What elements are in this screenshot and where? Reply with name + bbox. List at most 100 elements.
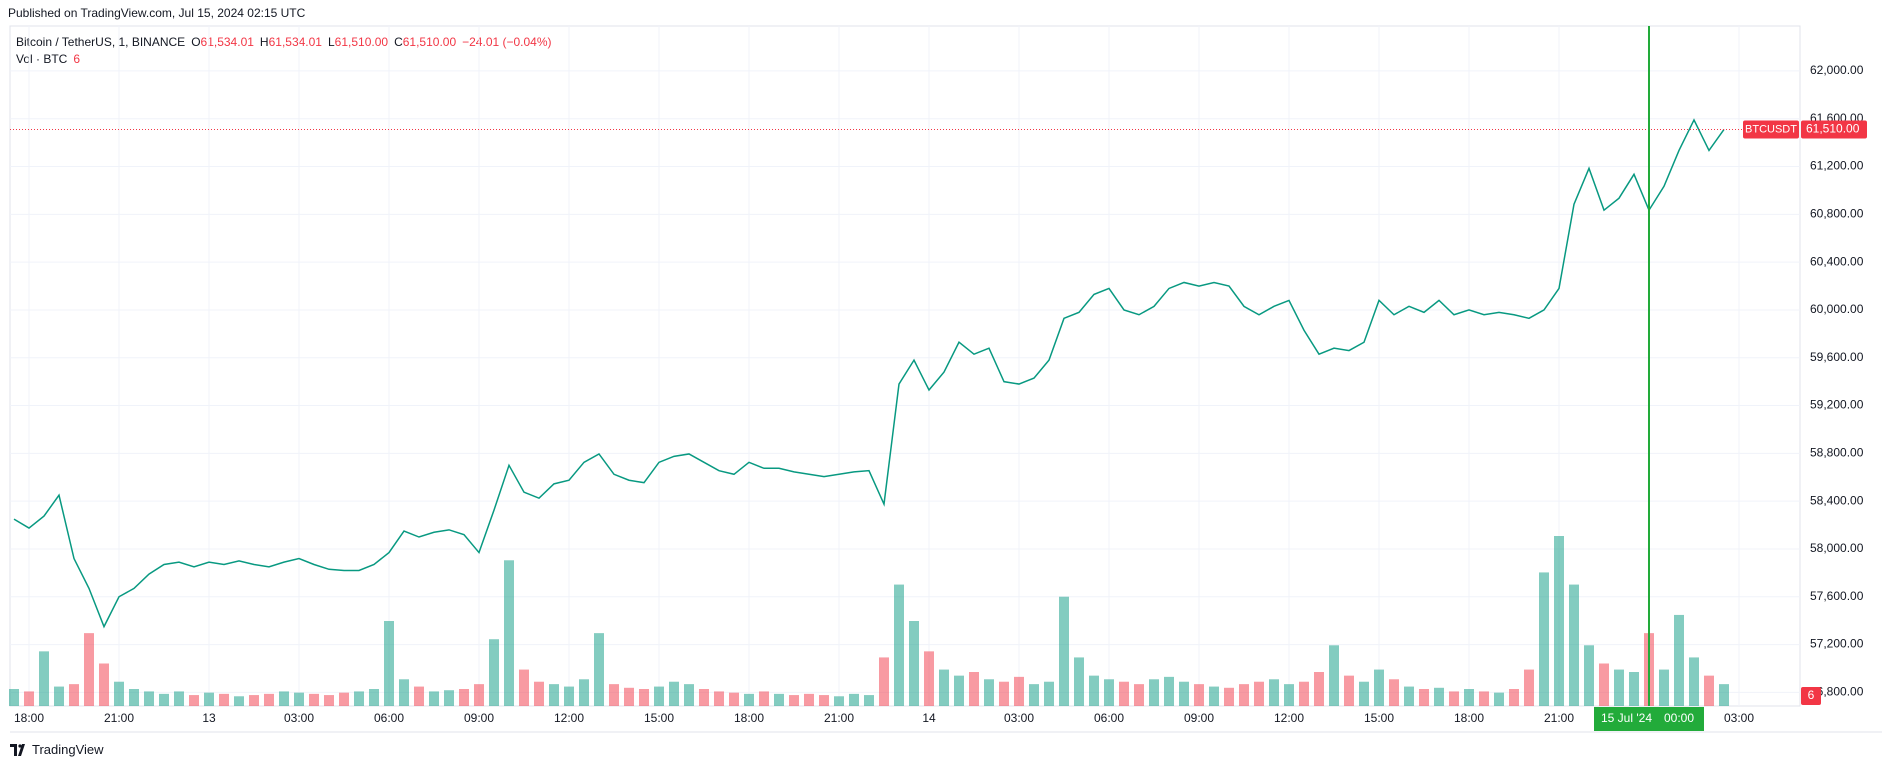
volume-bar (219, 693, 229, 706)
volume-bar (399, 679, 409, 706)
volume-bar (999, 681, 1009, 706)
y-tick-label: 61,200.00 (1810, 159, 1864, 173)
volume-bar (1059, 596, 1069, 706)
volume-bar (1449, 691, 1459, 706)
volume-bar (729, 692, 739, 706)
x-tick-label: 12:00 (1274, 711, 1304, 725)
symbol-badge-text: BTCUSDT (1745, 123, 1797, 135)
volume-bar (1614, 669, 1624, 706)
volume-bar (654, 686, 664, 706)
x-tick-label: 21:00 (104, 711, 134, 725)
y-tick-label: 58,000.00 (1810, 541, 1864, 555)
volume-bar (414, 686, 424, 706)
volume-bar (969, 672, 979, 706)
volume-bar (1524, 669, 1534, 706)
volume-bar (534, 681, 544, 706)
volume-bar (1719, 684, 1729, 706)
volume-bar (264, 693, 274, 706)
volume-bar (1194, 684, 1204, 706)
x-tick-label: 13 (202, 711, 216, 725)
volume-bar (204, 692, 214, 706)
volume-bar (444, 690, 454, 706)
y-tick-label: 60,800.00 (1810, 207, 1864, 221)
volume-bar (294, 692, 304, 706)
volume-bar (1584, 645, 1594, 706)
volume-bar (1494, 692, 1504, 706)
volume-bar (1209, 686, 1219, 706)
volume-bar (1119, 681, 1129, 706)
symbol-badge (1743, 120, 1799, 139)
volume-bar (279, 691, 289, 706)
close: 61,510.00 (402, 35, 457, 49)
volume-bar (594, 633, 604, 706)
volume-bar (1434, 687, 1444, 706)
volume-bar (1284, 684, 1294, 706)
volume-bar (324, 695, 334, 706)
volume-bar (354, 691, 364, 706)
x-tick-label: 06:00 (374, 711, 404, 725)
price-badge (1801, 120, 1867, 139)
volume-bar (9, 689, 19, 706)
volume-bar (1014, 676, 1024, 706)
volume-bar (939, 669, 949, 706)
volume-bar (1704, 675, 1714, 706)
volume-bar (774, 693, 784, 706)
low-label: L (327, 35, 335, 49)
volume-bar (84, 633, 94, 706)
volume-bar (1539, 572, 1549, 706)
volume-bar (549, 684, 559, 706)
volume-bar (819, 695, 829, 706)
volume-bar (789, 695, 799, 706)
volume-bar (909, 621, 919, 706)
x-tick-label: 09:00 (464, 711, 494, 725)
volume-bar (624, 687, 634, 706)
volume-bar (849, 693, 859, 706)
x-tick-label: 18:00 (1454, 711, 1484, 725)
volume-bar (1269, 679, 1279, 706)
y-tick-label: 57,200.00 (1810, 637, 1864, 651)
volume-bar (159, 693, 169, 706)
volume-bar (144, 691, 154, 706)
x-tick-label: 21:00 (824, 711, 854, 725)
plot-frame (9, 25, 1801, 707)
volume-bar (1554, 536, 1564, 706)
x-tick-label: 09:00 (1184, 711, 1214, 725)
volume-bar (54, 686, 64, 706)
volume-bar (1224, 687, 1234, 706)
volume-bar (459, 689, 469, 706)
volume-bar (1404, 686, 1414, 706)
y-tick-label: 60,000.00 (1810, 302, 1864, 316)
symbol: Bitcoin / TetherUS, 1, BINANCE (16, 35, 186, 49)
volume-bar (1659, 669, 1669, 706)
x-tick-label: 03:00 (284, 711, 314, 725)
crosshair-time: 00:00 (1664, 711, 1694, 725)
volume-bar (804, 693, 814, 706)
volume-bar (1104, 679, 1114, 706)
volume-bar (1179, 681, 1189, 706)
volume-bar (99, 663, 109, 706)
volume-bar (474, 684, 484, 706)
volume-bar (1479, 691, 1489, 706)
crosshair-badge (1594, 707, 1704, 731)
x-tick-label: 03:00 (1004, 711, 1034, 725)
volume: 6 (73, 52, 81, 66)
y-tick-label: 62,000.00 (1810, 63, 1864, 77)
volume-badge (1801, 687, 1821, 705)
volume-bar (249, 695, 259, 706)
volume-bar (1029, 684, 1039, 706)
volume-bar (924, 651, 934, 706)
volume-bar (189, 695, 199, 706)
volume-bar (24, 691, 34, 706)
volume-bar (69, 684, 79, 706)
volume-bar (429, 691, 439, 706)
price-line (13, 118, 1725, 629)
volume-bar (1599, 663, 1609, 706)
open-label: O (191, 35, 201, 49)
published: Published on TradingView.com, Jul 15, 20… (8, 6, 306, 20)
x-tick-label: 15:00 (644, 711, 674, 725)
volume-bar (744, 693, 754, 706)
volume-bar (1674, 614, 1684, 706)
volume-bar (1464, 689, 1474, 706)
volume-bar (984, 679, 994, 706)
